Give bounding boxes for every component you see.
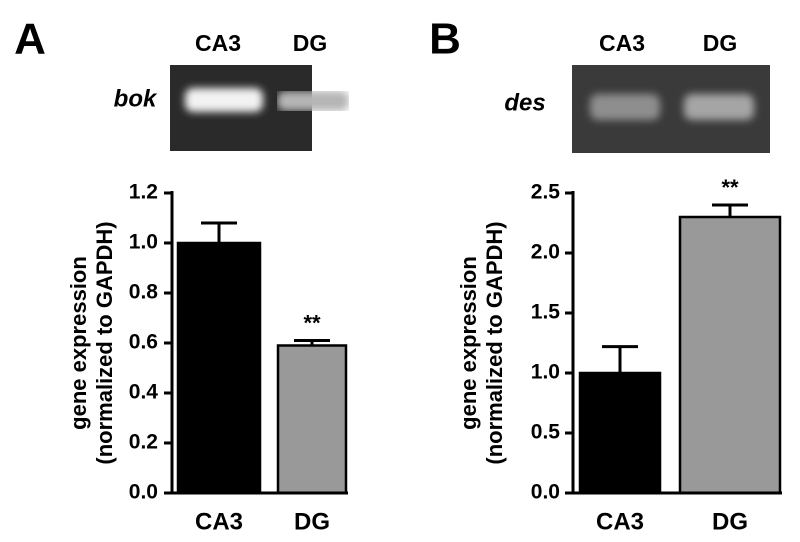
- gel-image-a: [170, 65, 349, 151]
- y-tick-label: 2.5: [531, 181, 561, 204]
- bar: [176, 241, 262, 495]
- y-tick-label: 1.5: [531, 301, 561, 324]
- y-tick-label: 0.0: [531, 481, 560, 504]
- y-axis-label: gene expression: [66, 256, 91, 430]
- gene-label: bok: [114, 85, 158, 112]
- x-tick-label: DG: [294, 508, 330, 535]
- y-tick-label: 1.0: [129, 231, 158, 254]
- y-tick-label: 0.8: [129, 281, 159, 304]
- y-axis-label: (normalized to GAPDH): [92, 221, 117, 464]
- y-tick-label: 2.0: [531, 241, 560, 264]
- gene-label: des: [504, 89, 545, 116]
- lane-label: CA3: [195, 30, 241, 56]
- y-tick-label: 0.4: [129, 381, 159, 404]
- lane-label: DG: [293, 30, 328, 56]
- significance-label: **: [721, 175, 739, 200]
- y-tick-label: 1.2: [129, 181, 158, 204]
- x-tick-label: CA3: [596, 508, 644, 535]
- y-tick-label: 0.6: [129, 331, 158, 354]
- bar: [276, 344, 348, 495]
- lane-label: DG: [703, 30, 738, 56]
- panel-label: B: [429, 15, 461, 64]
- y-tick-label: 1.0: [531, 361, 560, 384]
- x-tick-label: DG: [712, 508, 748, 535]
- y-tick-label: 0.2: [129, 431, 158, 454]
- y-axis-label: gene expression: [456, 256, 481, 430]
- gel-image-b: [572, 65, 770, 153]
- significance-label: **: [303, 310, 321, 335]
- x-tick-label: CA3: [195, 508, 243, 535]
- bar: [578, 371, 662, 495]
- panel-label: A: [14, 15, 46, 64]
- y-tick-label: 0.0: [129, 481, 158, 504]
- lane-label: CA3: [599, 30, 645, 56]
- y-axis-label: (normalized to GAPDH): [482, 221, 507, 464]
- bar: [678, 215, 782, 495]
- y-tick-label: 0.5: [531, 421, 561, 444]
